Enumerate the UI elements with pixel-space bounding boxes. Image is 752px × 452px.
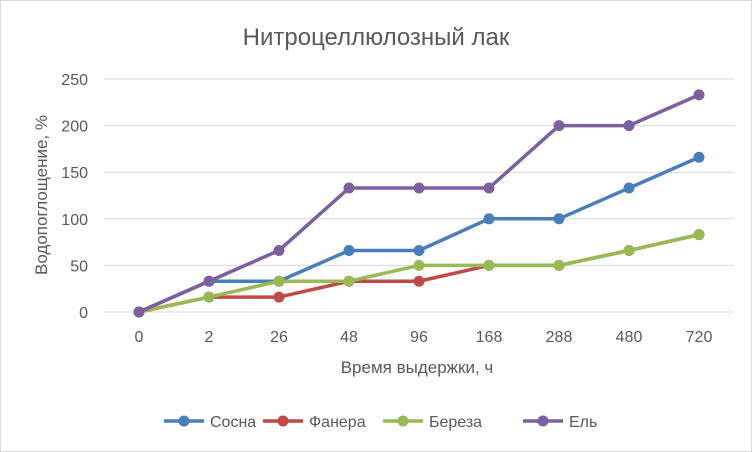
chart-title: Нитроцеллюлозный лак — [243, 24, 510, 51]
y-tick-label: 0 — [79, 305, 88, 322]
x-tick-label: 720 — [686, 329, 713, 346]
legend-item: Фанера — [263, 414, 366, 431]
data-point — [413, 275, 425, 287]
y-tick-label: 250 — [61, 72, 88, 89]
data-point — [413, 182, 425, 194]
data-point — [483, 213, 495, 225]
data-point — [623, 244, 635, 256]
legend-label: Фанера — [309, 414, 366, 431]
gridlines — [104, 78, 734, 313]
data-point — [553, 120, 565, 132]
legend-item: Ель — [523, 414, 597, 431]
x-tick-label: 288 — [546, 329, 573, 346]
data-point — [413, 244, 425, 256]
legend-label: Сосна — [210, 414, 256, 431]
data-point — [343, 244, 355, 256]
data-point — [623, 182, 635, 194]
data-point — [693, 89, 705, 101]
data-point — [623, 120, 635, 132]
data-point — [483, 182, 495, 194]
x-tick-label: 480 — [616, 329, 643, 346]
x-axis-ticks: 0 2 26 48 96 168 288 480 720 — [135, 329, 713, 346]
x-tick-label: 96 — [410, 329, 428, 346]
series-line — [137, 155, 701, 314]
y-tick-label: 200 — [61, 119, 88, 136]
x-axis-title: Время выдержки, ч — [341, 358, 494, 377]
data-point — [483, 259, 495, 271]
series-2 — [133, 229, 705, 318]
x-tick-label: 2 — [205, 329, 214, 346]
data-point — [203, 275, 215, 287]
y-tick-label: 100 — [61, 212, 88, 229]
data-point — [343, 275, 355, 287]
legend-item: Сосна — [164, 414, 256, 431]
data-point — [203, 291, 215, 303]
legend-label: Береза — [429, 414, 482, 431]
series-lines — [133, 89, 705, 318]
y-axis-ticks: 0 50 100 150 200 250 — [61, 72, 88, 322]
x-tick-label: 26 — [270, 329, 288, 346]
data-point — [693, 151, 705, 163]
data-point — [343, 182, 355, 194]
legend: Сосна Фанера Береза Ель — [164, 414, 597, 431]
series-4 — [133, 89, 705, 318]
data-point — [553, 213, 565, 225]
series-3 — [133, 229, 705, 318]
legend-marker — [277, 415, 289, 427]
x-tick-label: 0 — [135, 329, 144, 346]
series-1 — [133, 151, 705, 318]
x-tick-label: 48 — [340, 329, 358, 346]
y-tick-label: 50 — [70, 258, 88, 275]
legend-marker — [397, 415, 409, 427]
data-point — [693, 229, 705, 241]
legend-marker — [178, 415, 190, 427]
data-point — [273, 291, 285, 303]
data-point — [133, 306, 145, 318]
y-tick-label: 150 — [61, 165, 88, 182]
y-axis-title: Водопоглощение, % — [32, 115, 51, 275]
legend-label: Ель — [569, 414, 597, 431]
data-point — [413, 259, 425, 271]
legend-item: Береза — [383, 414, 482, 431]
data-point — [273, 275, 285, 287]
data-point — [273, 244, 285, 256]
legend-marker — [537, 415, 549, 427]
data-point — [553, 259, 565, 271]
x-tick-label: 168 — [476, 329, 503, 346]
